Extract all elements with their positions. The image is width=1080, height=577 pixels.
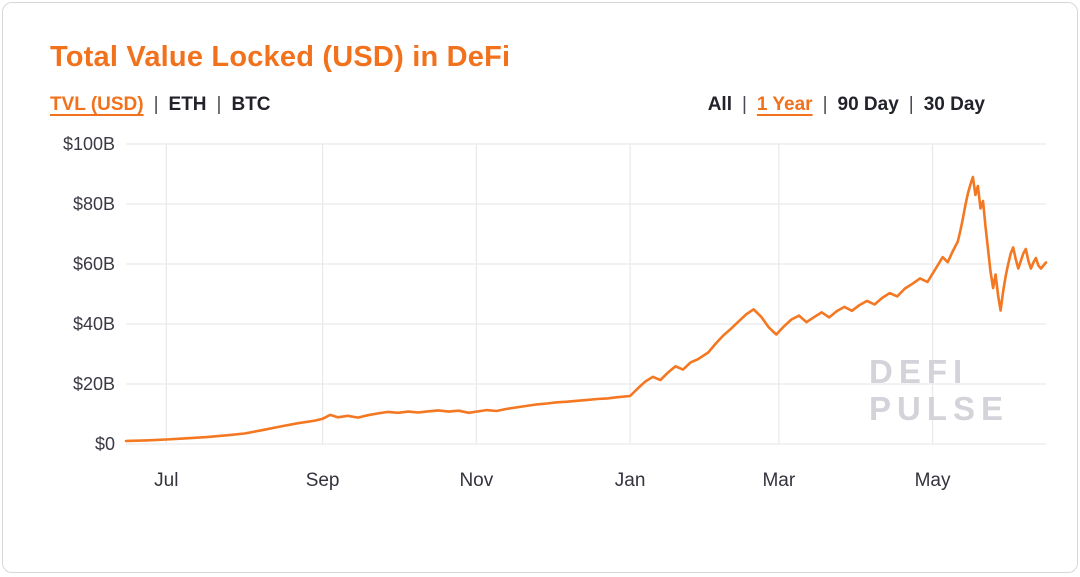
svg-text:Mar: Mar [762, 470, 795, 491]
svg-text:$60B: $60B [73, 254, 115, 274]
svg-text:$80B: $80B [73, 194, 115, 214]
watermark-line1: DEFI [869, 353, 969, 390]
tvl-line-chart: $0 $20B $40B $60B $80B $100B Jul Sep Nov Jan Mar Ma… [63, 134, 1048, 491]
svg-text:$100B: $100B [63, 134, 115, 154]
separator: | [908, 94, 914, 115]
range-tabs: All | 1 Year | 90 Day | 30 Day [708, 94, 985, 116]
tab-range-1year[interactable]: 1 Year [756, 94, 813, 115]
svg-text:May: May [915, 470, 951, 491]
tab-range-all[interactable]: All [707, 94, 732, 115]
svg-text:Nov: Nov [459, 470, 493, 491]
separator: | [741, 94, 747, 115]
page-title: Total Value Locked (USD) in DeFi [50, 41, 511, 73]
svg-text:$40B: $40B [73, 314, 115, 334]
svg-text:Jan: Jan [615, 470, 646, 491]
svg-text:$0: $0 [95, 434, 115, 454]
separator: | [822, 94, 828, 115]
watermark-line2: PULSE [869, 389, 1010, 427]
tab-range-30day[interactable]: 30 Day [923, 94, 985, 115]
separator: | [153, 94, 159, 115]
svg-text:$20B: $20B [73, 374, 115, 394]
tab-btc[interactable]: BTC [231, 94, 271, 115]
metric-tabs: TVL (USD) | ETH | BTC [50, 94, 271, 116]
tvl-chart-area: $0 $20B $40B $60B $80B $100B Jul Sep Nov Jan Mar Ma… [3, 130, 1077, 502]
tab-eth[interactable]: ETH [168, 94, 207, 115]
svg-text:Sep: Sep [306, 470, 340, 491]
separator: | [216, 94, 222, 115]
svg-text:Jul: Jul [154, 470, 178, 491]
tab-tvl-usd[interactable]: TVL (USD) [50, 94, 144, 115]
chart-controls: TVL (USD) | ETH | BTC All | 1 Year | 90 … [50, 94, 985, 116]
defi-pulse-watermark: DEFI PULSE [869, 353, 1010, 428]
tab-range-90day[interactable]: 90 Day [837, 94, 899, 115]
